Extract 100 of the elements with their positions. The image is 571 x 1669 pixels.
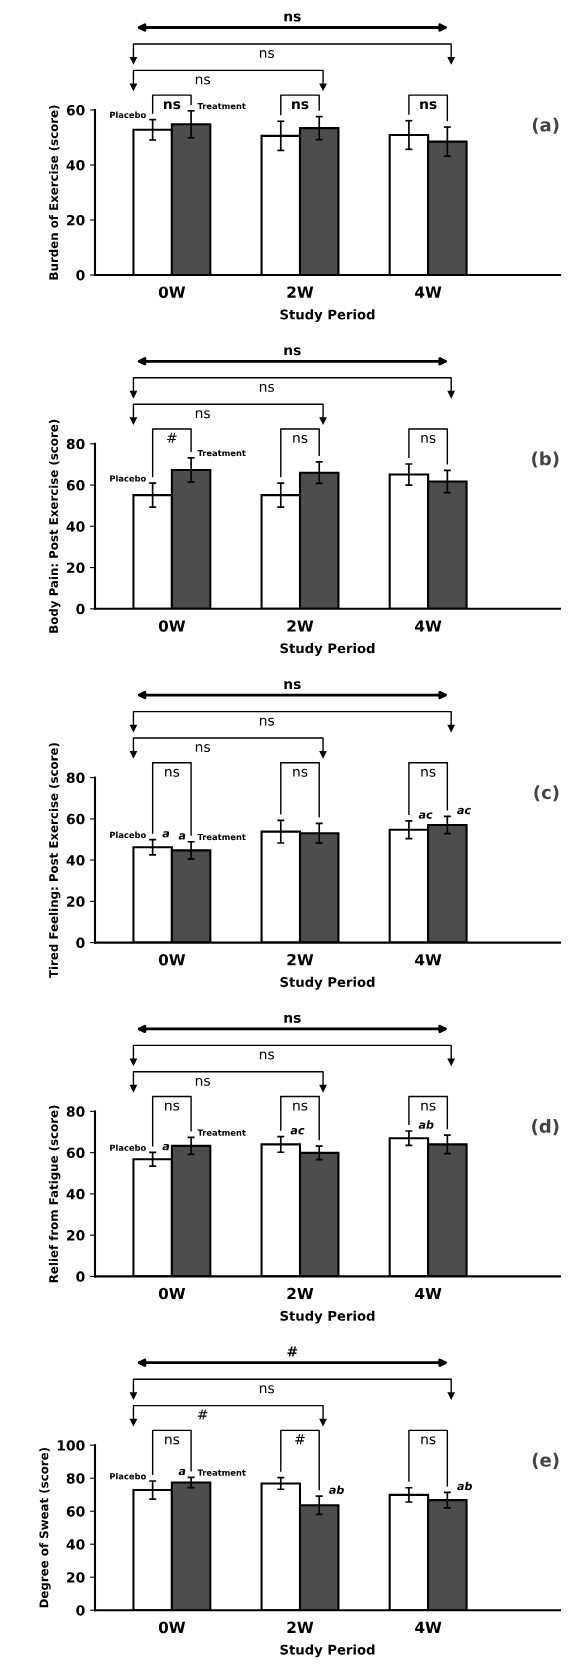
y-tick-label: 20 (67, 214, 85, 226)
y-tick-label: 80 (66, 438, 85, 450)
y-tick-label: 20 (67, 562, 85, 574)
x-tick-label: 0W (158, 1621, 186, 1634)
data-label: a (178, 833, 186, 840)
text: ns (259, 50, 275, 59)
x-tick-label: 4W (415, 620, 442, 632)
chart-title: (a) (532, 117, 559, 134)
x-tick-label: 4W (415, 954, 442, 966)
x-tick-label: 2W (287, 953, 314, 966)
y-tick-label: 80 (66, 1473, 85, 1484)
y-axis-title: Relief from Fatigue (score) (48, 1105, 61, 1283)
series-label: Placebo (110, 831, 146, 839)
x-tick-label: 4W (415, 1621, 442, 1633)
y-tick-label: 40 (66, 1188, 85, 1200)
y-axis-title: Degree of Sweat (score) (39, 1447, 51, 1608)
chart-title: (b) (532, 451, 559, 468)
chart-title: (c) (534, 785, 559, 802)
x-axis-title: Study Period (280, 1644, 375, 1658)
series-label: Treatment (197, 450, 246, 457)
y-tick-label: 40 (66, 855, 85, 866)
y-tick-label: 40 (66, 159, 85, 171)
x-tick-label: 4W (415, 286, 442, 298)
y-tick-label: 60 (66, 480, 85, 491)
x-tick-label: 4W (415, 1287, 442, 1300)
text: ns (259, 1385, 275, 1394)
text: ns (195, 1077, 210, 1086)
data-label: ab (457, 1481, 472, 1491)
x-axis-title: Study Period (280, 643, 375, 656)
y-tick-label: 40 (66, 1539, 85, 1550)
x-tick-label: 2W (287, 286, 314, 298)
data-label: ac (290, 1128, 305, 1135)
data-label: a (162, 831, 170, 838)
data-label: a (162, 1143, 170, 1151)
text: ns (284, 681, 301, 690)
y-tick-label: 0 (76, 1271, 85, 1282)
chart-title: (e) (532, 1452, 559, 1469)
y-tick-label: 0 (76, 603, 85, 615)
text: ns (421, 1102, 436, 1111)
y-tick-label: 80 (66, 1106, 85, 1117)
data-label: ac (457, 807, 471, 815)
chart-title: (d) (532, 1119, 559, 1136)
data-label: ab (329, 1485, 344, 1495)
y-tick-label: 20 (67, 1230, 85, 1241)
data-label: ab (418, 1120, 434, 1129)
x-tick-label: 2W (287, 1287, 314, 1300)
text: ns (165, 768, 180, 777)
legend-label: Treatment (197, 103, 246, 110)
series-label: Treatment (197, 833, 246, 841)
x-tick-label: 0W (158, 286, 186, 298)
text: ns (284, 347, 301, 356)
text: ns (293, 435, 308, 443)
series-label: Treatment (197, 1129, 246, 1136)
text: ns (163, 101, 181, 110)
y-axis-title: Tired Feeling: Post Exercise (score) (48, 743, 61, 978)
data-label: a (178, 1468, 186, 1476)
y-tick-label: 60 (66, 1506, 85, 1517)
y-tick-label: 60 (66, 104, 85, 116)
series-label: Placebo (110, 475, 146, 482)
y-tick-label: 20 (67, 1572, 85, 1583)
y-tick-label: 40 (66, 521, 85, 532)
x-axis-title: Study Period (280, 309, 375, 323)
x-axis-title: Study Period (280, 1310, 375, 1324)
y-tick-label: 0 (76, 269, 85, 281)
y-tick-label: 100 (57, 1440, 85, 1451)
x-tick-label: 0W (158, 953, 186, 966)
text: ns (165, 1102, 180, 1111)
y-tick-label: 0 (76, 1605, 85, 1616)
text: ns (293, 768, 308, 777)
series-label: Treatment (197, 1469, 246, 1476)
y-tick-label: 60 (66, 1147, 85, 1159)
text: ns (421, 435, 436, 443)
x-tick-label: 2W (287, 620, 314, 632)
text: ns (421, 1436, 436, 1445)
text: ns (195, 744, 210, 753)
text: ns (420, 101, 437, 110)
x-tick-label: 0W (158, 620, 186, 632)
text: ns (293, 1102, 308, 1111)
data-label: ac (418, 812, 433, 819)
y-tick-label: 80 (66, 772, 85, 784)
text: # (197, 1409, 208, 1420)
text: ns (195, 410, 210, 419)
text: # (287, 1346, 298, 1357)
y-tick-label: 20 (67, 896, 85, 907)
x-tick-label: 0W (158, 1287, 186, 1300)
series-label: Placebo (110, 1144, 146, 1151)
series-label: Placebo (110, 1472, 146, 1480)
series-label: Placebo (110, 111, 146, 119)
x-tick-label: 2W (287, 1621, 314, 1633)
text: # (295, 1434, 305, 1445)
text: # (167, 432, 177, 443)
text: ns (284, 13, 301, 22)
text: ns (259, 717, 275, 726)
text: ns (259, 383, 275, 392)
text: ns (195, 76, 210, 85)
text: ns (165, 1436, 180, 1445)
text: ns (259, 1051, 275, 1060)
x-axis-title: Study Period (280, 976, 375, 990)
text: ns (292, 101, 309, 110)
y-tick-label: 0 (76, 937, 85, 949)
